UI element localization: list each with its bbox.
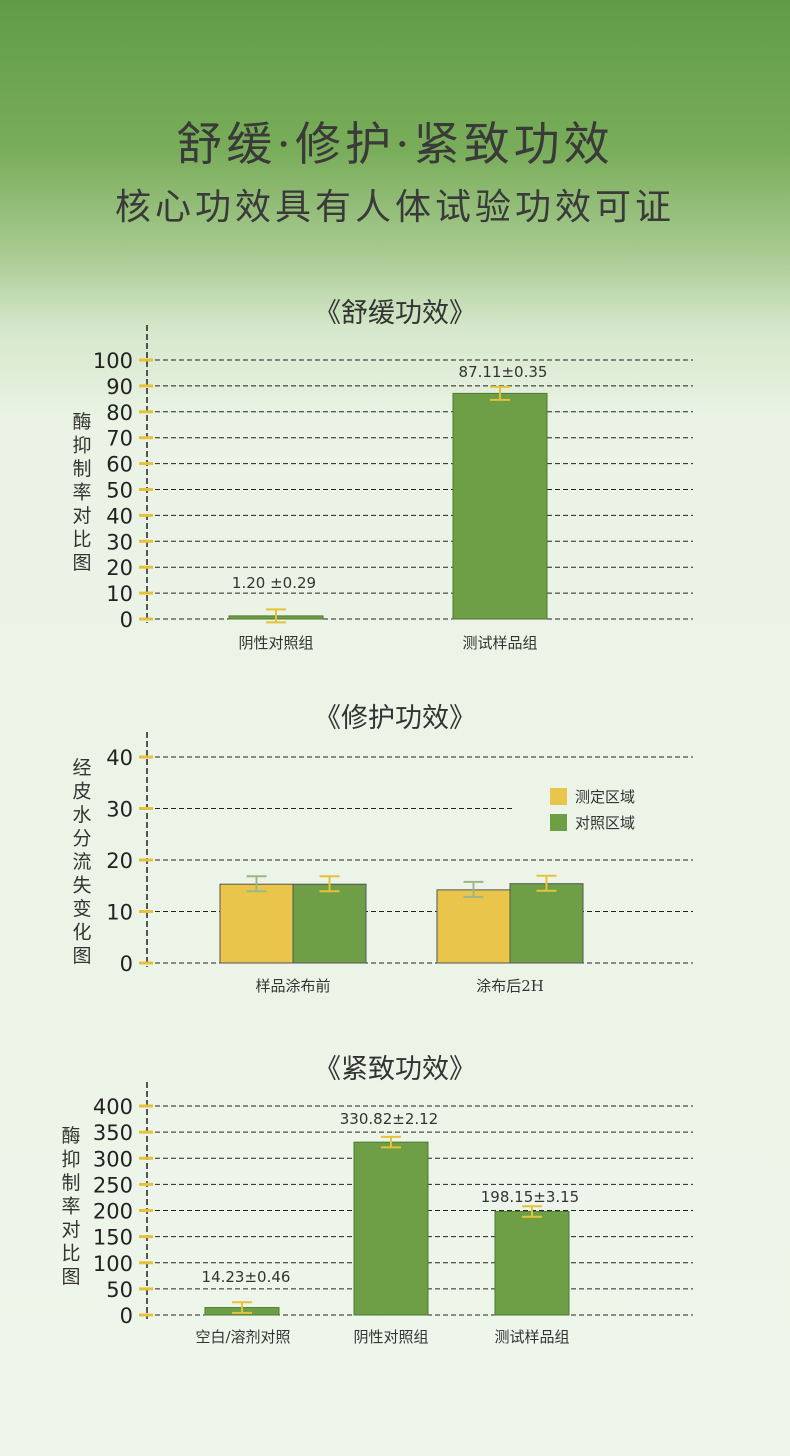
y-tick-label: 80 <box>106 401 133 425</box>
bar <box>219 883 294 964</box>
x-category-label: 阴性对照组 <box>238 634 313 652</box>
y-tick-label: 10 <box>106 582 133 606</box>
bar <box>509 883 584 964</box>
y-axis-label-char: 图 <box>72 945 91 967</box>
y-tick-label: 100 <box>93 349 133 373</box>
bar <box>436 889 511 964</box>
y-tick-label: 200 <box>93 1200 133 1224</box>
chart-title: 《紧致功效》 <box>314 1054 476 1085</box>
y-axis-label-char: 制 <box>72 458 91 480</box>
y-axis-label-char: 率 <box>61 1196 80 1218</box>
y-axis-label-char: 图 <box>61 1266 80 1288</box>
bar <box>494 1210 570 1316</box>
page-subtitle: 核心功效具有人体试验功效可证 <box>114 187 675 228</box>
y-tick-label: 150 <box>93 1226 133 1250</box>
x-category-label: 空白/溶剂对照 <box>195 1328 290 1346</box>
y-tick-label: 0 <box>120 1304 133 1328</box>
data-label: 14.23±0.46 <box>202 1268 291 1286</box>
legend-swatch <box>550 814 567 831</box>
y-tick-label: 100 <box>93 1252 133 1276</box>
y-tick-label: 0 <box>120 608 133 632</box>
y-tick-label: 70 <box>106 427 133 451</box>
page-title: 舒缓·修护·紧致功效 <box>176 117 614 171</box>
legend-label: 测定区域 <box>575 788 635 806</box>
y-axis-label-char: 流 <box>72 851 91 873</box>
y-axis-label-char: 酶 <box>72 411 91 433</box>
y-tick-label: 60 <box>106 453 133 477</box>
data-label: 1.20 ±0.29 <box>232 574 316 592</box>
y-axis-label-char: 率 <box>72 482 91 504</box>
data-label: 198.15±3.15 <box>481 1188 579 1206</box>
data-label: 330.82±2.12 <box>340 1110 438 1128</box>
y-tick-label: 10 <box>106 901 133 925</box>
y-axis-label-char: 变 <box>72 898 91 920</box>
data-label: 87.11±0.35 <box>459 363 548 381</box>
legend-swatch <box>550 788 567 805</box>
y-tick-label: 20 <box>106 849 133 873</box>
y-axis-label-char: 图 <box>72 552 91 574</box>
y-axis-label-char: 抑 <box>61 1149 80 1171</box>
y-tick-label: 50 <box>106 1278 133 1302</box>
y-axis-label-char: 分 <box>72 828 91 850</box>
x-category-label: 阴性对照组 <box>353 1328 428 1346</box>
y-tick-label: 0 <box>120 952 133 976</box>
chart-title: 《舒缓功效》 <box>314 298 476 329</box>
y-axis-label-char: 酶 <box>61 1125 80 1147</box>
x-category-label: 涂布后2H <box>476 977 544 995</box>
y-tick-label: 20 <box>106 556 133 580</box>
y-tick-label: 250 <box>93 1173 133 1197</box>
y-axis-label-char: 抑 <box>72 435 91 457</box>
y-tick-label: 30 <box>106 798 133 822</box>
y-axis-label-char: 对 <box>72 505 91 527</box>
y-axis-label-char: 对 <box>61 1219 80 1241</box>
x-category-label: 测试样品组 <box>462 634 537 652</box>
y-tick-label: 40 <box>106 504 133 528</box>
y-tick-label: 350 <box>93 1121 133 1145</box>
y-tick-label: 50 <box>106 479 133 503</box>
x-category-label: 测试样品组 <box>494 1328 569 1346</box>
bar <box>452 392 548 620</box>
bar <box>292 883 367 964</box>
y-axis-label-char: 比 <box>61 1243 80 1265</box>
y-tick-label: 300 <box>93 1147 133 1171</box>
y-axis-label-char: 经 <box>72 757 91 779</box>
y-tick-label: 40 <box>106 746 133 770</box>
x-category-label: 样品涂布前 <box>255 977 330 995</box>
chart-title: 《修护功效》 <box>314 703 476 734</box>
y-tick-label: 90 <box>106 375 133 399</box>
y-axis-label-char: 比 <box>72 529 91 551</box>
y-tick-label: 30 <box>106 530 133 554</box>
legend-label: 对照区域 <box>575 814 635 832</box>
y-tick-label: 400 <box>93 1095 133 1119</box>
y-axis-label-char: 制 <box>61 1172 80 1194</box>
y-axis-label-char: 失 <box>72 875 91 897</box>
y-axis-label-char: 化 <box>72 922 91 944</box>
y-axis-label-char: 水 <box>72 804 91 826</box>
y-axis-label-char: 皮 <box>72 781 91 803</box>
bar <box>353 1141 429 1316</box>
